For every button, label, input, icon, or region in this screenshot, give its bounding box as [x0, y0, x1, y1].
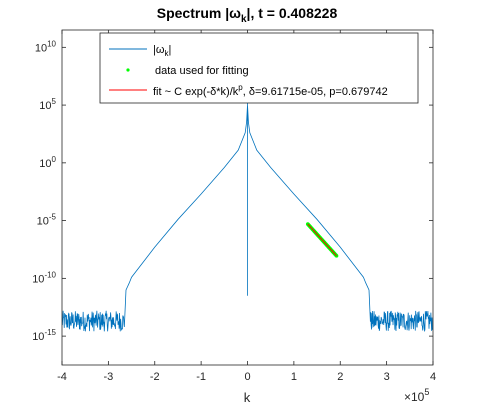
- chart-title-suffix: |, t = 0.408228: [247, 5, 338, 21]
- y-tick-label: 10-15: [32, 328, 56, 343]
- legend-label-fit-suffix: , δ=9.61715e-05, p=0.679742: [243, 86, 388, 98]
- x-ticks: -4 -3 -2 -1 0 1 2 3 4: [57, 30, 436, 383]
- series-layer: [62, 99, 433, 332]
- chart-title-prefix: Spectrum |ω: [157, 5, 241, 21]
- legend-label-spectrum: |ωk|: [153, 44, 171, 58]
- y-tick-label: 10-5: [37, 213, 57, 228]
- legend-label-fitting-data: data used for fitting: [155, 65, 249, 77]
- chart-title: Spectrum |ωk|, t = 0.408228: [157, 5, 338, 25]
- x-tick-label: 4: [430, 371, 436, 383]
- x-axis-label: k: [244, 390, 251, 405]
- legend-marker-fitting-data: [126, 68, 130, 72]
- y-tick-label: 10-10: [32, 270, 56, 285]
- legend-label-fit: fit ~ C exp(-δ*k)/kp, δ=9.61715e-05, p=0…: [153, 83, 388, 98]
- y-tick-label: 1010: [35, 39, 57, 54]
- x-tick-label: -3: [103, 371, 113, 383]
- legend-label-fit-main: fit ~ C exp(-δ*k)/k: [153, 86, 239, 98]
- x-axis-multiplier: ×105: [404, 387, 429, 404]
- series-spectrum-line: [62, 99, 433, 332]
- x-tick-label: -4: [57, 371, 67, 383]
- legend-label-spectrum-suffix: |: [168, 44, 171, 56]
- legend-box: [99, 32, 419, 104]
- legend-label-spectrum-sub: k: [164, 49, 169, 58]
- x-tick-label: -1: [196, 371, 206, 383]
- chart-title-sub: k: [241, 14, 247, 25]
- y-ticks: 10-15 10-10 10-5 100 105 1010: [32, 39, 433, 343]
- x-tick-label: 0: [244, 371, 250, 383]
- x-tick-label: -2: [150, 371, 160, 383]
- plot-area: -4 -3 -2 -1 0 1 2 3 4 10-15 10-10 10-5 100 105 1010: [32, 29, 436, 383]
- x-tick-label: 1: [291, 371, 297, 383]
- x-axis-multiplier-exp: 5: [424, 387, 429, 397]
- y-tick-label: 100: [39, 155, 56, 170]
- legend-label-fit-sup: p: [238, 83, 243, 92]
- legend: |ωk| data used for fitting fit ~ C exp(-…: [99, 32, 419, 104]
- y-tick-label: 105: [39, 97, 56, 112]
- legend-label-spectrum-main: |ω: [153, 44, 165, 56]
- series-fit-line: [307, 223, 337, 257]
- x-tick-label: 3: [384, 371, 390, 383]
- x-axis-multiplier-base: ×10: [404, 390, 425, 404]
- x-tick-label: 2: [337, 371, 343, 383]
